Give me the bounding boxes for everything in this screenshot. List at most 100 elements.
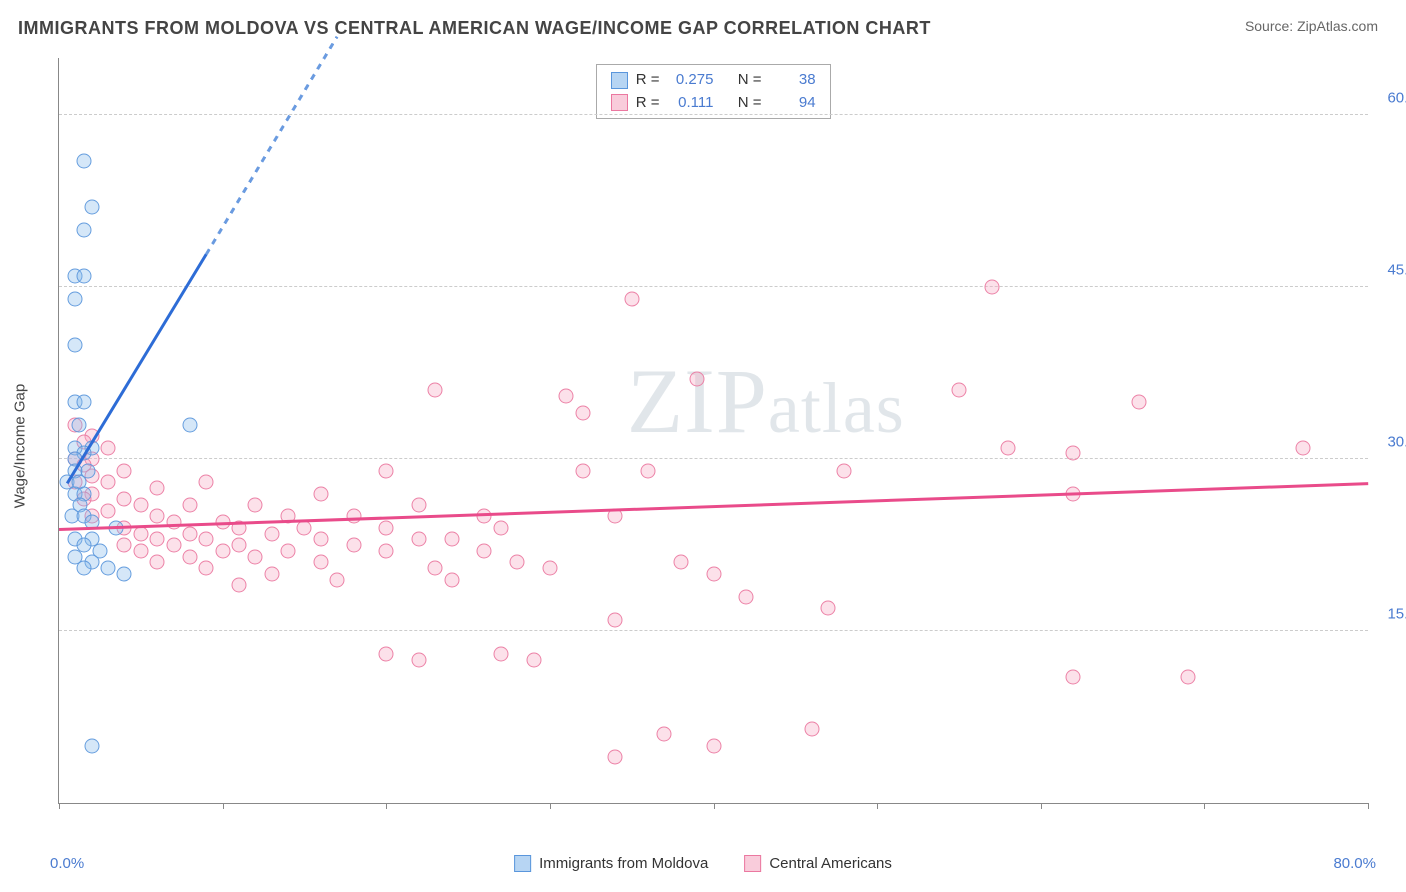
legend-swatch-pink-icon <box>744 855 761 872</box>
scatter-point-b <box>166 515 181 530</box>
scatter-point-b <box>199 561 214 576</box>
x-tick <box>1368 803 1369 809</box>
watermark: ZIPatlas <box>627 348 905 454</box>
scatter-point-b <box>526 652 541 667</box>
scatter-point-b <box>313 486 328 501</box>
scatter-point-b <box>706 566 721 581</box>
scatter-point-b <box>248 498 263 513</box>
scatter-point-b <box>182 498 197 513</box>
scatter-point-a <box>68 291 83 306</box>
scatter-point-b <box>133 543 148 558</box>
swatch-pink-icon <box>611 94 628 111</box>
trendline-a-extrapolated <box>205 36 338 255</box>
scatter-point-b <box>624 291 639 306</box>
r-value-a: 0.275 <box>667 69 713 92</box>
scatter-point-b <box>248 549 263 564</box>
gridline-h <box>59 114 1368 115</box>
scatter-point-b <box>1181 669 1196 684</box>
scatter-point-a <box>76 561 91 576</box>
scatter-point-a <box>84 738 99 753</box>
scatter-point-b <box>690 371 705 386</box>
scatter-point-b <box>575 406 590 421</box>
scatter-point-b <box>673 555 688 570</box>
scatter-point-b <box>559 389 574 404</box>
scatter-point-b <box>411 532 426 547</box>
scatter-point-b <box>804 721 819 736</box>
x-tick <box>1204 803 1205 809</box>
scatter-point-b <box>1001 440 1016 455</box>
scatter-point-b <box>117 463 132 478</box>
scatter-point-b <box>444 572 459 587</box>
scatter-point-a <box>101 561 116 576</box>
scatter-point-a <box>84 200 99 215</box>
scatter-point-b <box>150 555 165 570</box>
scatter-point-b <box>231 578 246 593</box>
scatter-point-b <box>379 463 394 478</box>
x-tick <box>223 803 224 809</box>
scatter-point-b <box>117 538 132 553</box>
scatter-point-b <box>1295 440 1310 455</box>
scatter-point-a <box>68 337 83 352</box>
scatter-point-b <box>150 480 165 495</box>
scatter-point-b <box>984 280 999 295</box>
scatter-point-b <box>951 383 966 398</box>
scatter-point-b <box>444 532 459 547</box>
legend-item-b: Central Americans <box>744 855 892 872</box>
scatter-point-b <box>313 532 328 547</box>
scatter-point-b <box>346 538 361 553</box>
scatter-point-b <box>150 532 165 547</box>
scatter-point-b <box>608 509 623 524</box>
scatter-point-b <box>428 383 443 398</box>
scatter-point-b <box>837 463 852 478</box>
x-tick <box>550 803 551 809</box>
scatter-point-b <box>117 492 132 507</box>
scatter-point-b <box>608 750 623 765</box>
scatter-point-b <box>182 549 197 564</box>
scatter-point-b <box>281 543 296 558</box>
scatter-point-b <box>575 463 590 478</box>
x-tick <box>1041 803 1042 809</box>
scatter-point-b <box>264 566 279 581</box>
scatter-point-b <box>493 520 508 535</box>
scatter-point-b <box>199 532 214 547</box>
scatter-point-b <box>510 555 525 570</box>
r-label-a: R = <box>636 69 660 92</box>
scatter-point-b <box>379 520 394 535</box>
scatter-point-a <box>117 566 132 581</box>
n-label-b: N = <box>738 92 762 115</box>
scatter-point-a <box>71 417 86 432</box>
x-tick <box>386 803 387 809</box>
scatter-point-b <box>1066 446 1081 461</box>
scatter-point-a <box>76 268 91 283</box>
scatter-point-a <box>76 394 91 409</box>
scatter-point-b <box>411 652 426 667</box>
bottom-legend: Immigrants from Moldova Central American… <box>514 855 892 872</box>
scatter-point-b <box>477 543 492 558</box>
chart-title: IMMIGRANTS FROM MOLDOVA VS CENTRAL AMERI… <box>18 18 931 39</box>
y-tick-label: 45.0% <box>1387 262 1406 279</box>
scatter-point-b <box>133 498 148 513</box>
y-tick-label: 15.0% <box>1387 606 1406 623</box>
scatter-point-b <box>264 526 279 541</box>
scatter-point-b <box>1066 669 1081 684</box>
scatter-point-b <box>608 612 623 627</box>
legend-label-b: Central Americans <box>769 855 892 872</box>
scatter-point-a <box>182 417 197 432</box>
gridline-h <box>59 458 1368 459</box>
n-label-a: N = <box>738 69 762 92</box>
scatter-point-b <box>101 440 116 455</box>
n-value-b: 94 <box>770 92 816 115</box>
scatter-point-b <box>379 647 394 662</box>
trendline-a <box>66 253 207 484</box>
legend-item-a: Immigrants from Moldova <box>514 855 708 872</box>
scatter-point-b <box>428 561 443 576</box>
y-tick-label: 60.0% <box>1387 90 1406 107</box>
scatter-point-b <box>182 526 197 541</box>
y-axis-label: Wage/Income Gap <box>12 384 29 509</box>
scatter-point-b <box>150 509 165 524</box>
stats-row-a: R = 0.275 N = 38 <box>611 69 816 92</box>
source-label: Source: ZipAtlas.com <box>1245 18 1378 34</box>
scatter-point-a <box>76 222 91 237</box>
y-tick-label: 30.0% <box>1387 434 1406 451</box>
scatter-point-b <box>330 572 345 587</box>
